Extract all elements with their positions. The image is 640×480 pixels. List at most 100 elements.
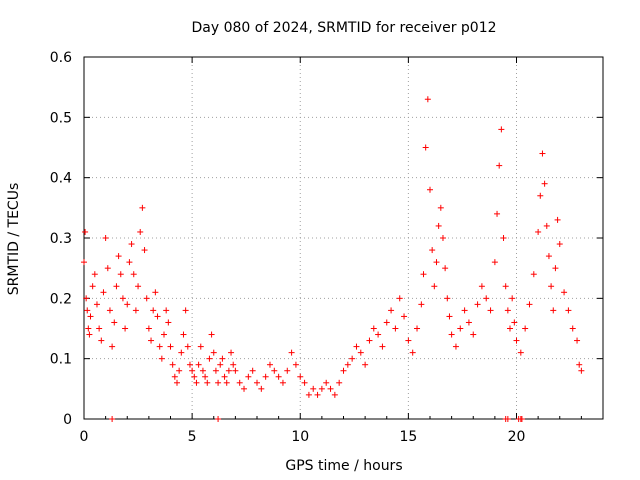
data-point xyxy=(353,343,360,350)
data-point xyxy=(556,241,563,248)
data-point xyxy=(284,367,291,374)
data-point xyxy=(446,313,453,320)
data-point xyxy=(427,186,433,193)
data-point xyxy=(135,283,142,290)
data-point xyxy=(513,337,520,344)
data-point xyxy=(130,271,137,278)
data-point xyxy=(119,295,126,302)
data-point xyxy=(208,331,215,338)
data-point xyxy=(379,343,386,350)
data-point xyxy=(81,259,87,266)
data-point xyxy=(158,355,165,362)
x-tick-label: 15 xyxy=(399,429,417,445)
data-point xyxy=(340,367,347,374)
data-point xyxy=(93,301,100,308)
plot-frame xyxy=(83,56,604,420)
y-tick-label: 0.4 xyxy=(50,171,72,187)
data-point xyxy=(176,367,183,374)
data-point xyxy=(504,416,511,422)
data-point xyxy=(258,385,265,392)
data-point xyxy=(84,307,91,314)
data-point xyxy=(180,331,187,338)
data-point xyxy=(262,373,269,380)
data-point xyxy=(197,343,204,350)
data-point xyxy=(169,361,176,368)
data-point xyxy=(405,337,412,344)
data-point xyxy=(431,283,438,290)
data-point xyxy=(487,307,494,314)
y-tick-label: 0 xyxy=(63,412,72,428)
data-point xyxy=(388,307,395,314)
data-point xyxy=(204,379,211,386)
data-point xyxy=(561,289,568,296)
data-point xyxy=(145,325,152,332)
data-point xyxy=(552,265,559,272)
data-point xyxy=(230,361,237,368)
data-point xyxy=(288,349,295,356)
data-point xyxy=(336,379,343,386)
data-point xyxy=(448,331,455,338)
data-point xyxy=(228,349,235,356)
data-point xyxy=(215,416,222,422)
data-point xyxy=(362,361,369,368)
data-point xyxy=(297,373,304,380)
data-point xyxy=(124,301,131,308)
data-point xyxy=(465,319,472,326)
data-point xyxy=(219,355,226,362)
data-point xyxy=(310,385,317,392)
data-point xyxy=(191,373,198,380)
data-point xyxy=(507,325,514,332)
data-point xyxy=(366,337,373,344)
grid-lines xyxy=(84,57,603,419)
data-point xyxy=(401,313,408,320)
data-point xyxy=(148,337,155,344)
data-point xyxy=(504,307,511,314)
data-point xyxy=(383,319,390,326)
data-point xyxy=(82,228,89,235)
data-point xyxy=(87,313,94,320)
data-point xyxy=(461,307,468,314)
data-point xyxy=(104,265,111,272)
data-point xyxy=(439,235,446,241)
data-point xyxy=(186,361,193,368)
data-point xyxy=(545,253,552,260)
data-point xyxy=(569,325,576,332)
data-point xyxy=(89,283,96,290)
data-point xyxy=(554,216,561,223)
data-point xyxy=(245,373,252,380)
data-point xyxy=(409,349,416,356)
data-point xyxy=(86,331,93,338)
data-point xyxy=(109,343,116,350)
data-point xyxy=(241,385,248,392)
data-point xyxy=(193,379,200,386)
data-point xyxy=(126,259,133,266)
data-point xyxy=(139,204,146,211)
data-point xyxy=(375,331,382,338)
data-point xyxy=(206,355,213,362)
data-point xyxy=(444,295,451,302)
data-point xyxy=(414,325,421,332)
data-point xyxy=(470,331,477,338)
data-point xyxy=(433,259,440,266)
data-point xyxy=(331,391,338,398)
data-point xyxy=(122,325,129,332)
x-axis-label: GPS time / hours xyxy=(285,458,402,474)
data-point xyxy=(217,361,224,368)
data-point xyxy=(457,325,464,332)
data-point xyxy=(143,295,150,302)
data-point xyxy=(500,235,507,241)
data-point xyxy=(152,289,159,296)
data-point xyxy=(574,337,581,344)
data-point xyxy=(115,253,122,260)
data-point xyxy=(225,367,232,374)
data-point xyxy=(137,228,144,235)
data-point xyxy=(539,150,546,157)
data-point xyxy=(128,241,135,248)
data-points xyxy=(81,96,585,422)
data-point xyxy=(396,295,403,302)
data-point xyxy=(424,96,431,103)
y-axis-label: SRMTID / TECUs xyxy=(6,183,22,296)
data-point xyxy=(537,192,544,199)
data-point xyxy=(173,379,180,386)
